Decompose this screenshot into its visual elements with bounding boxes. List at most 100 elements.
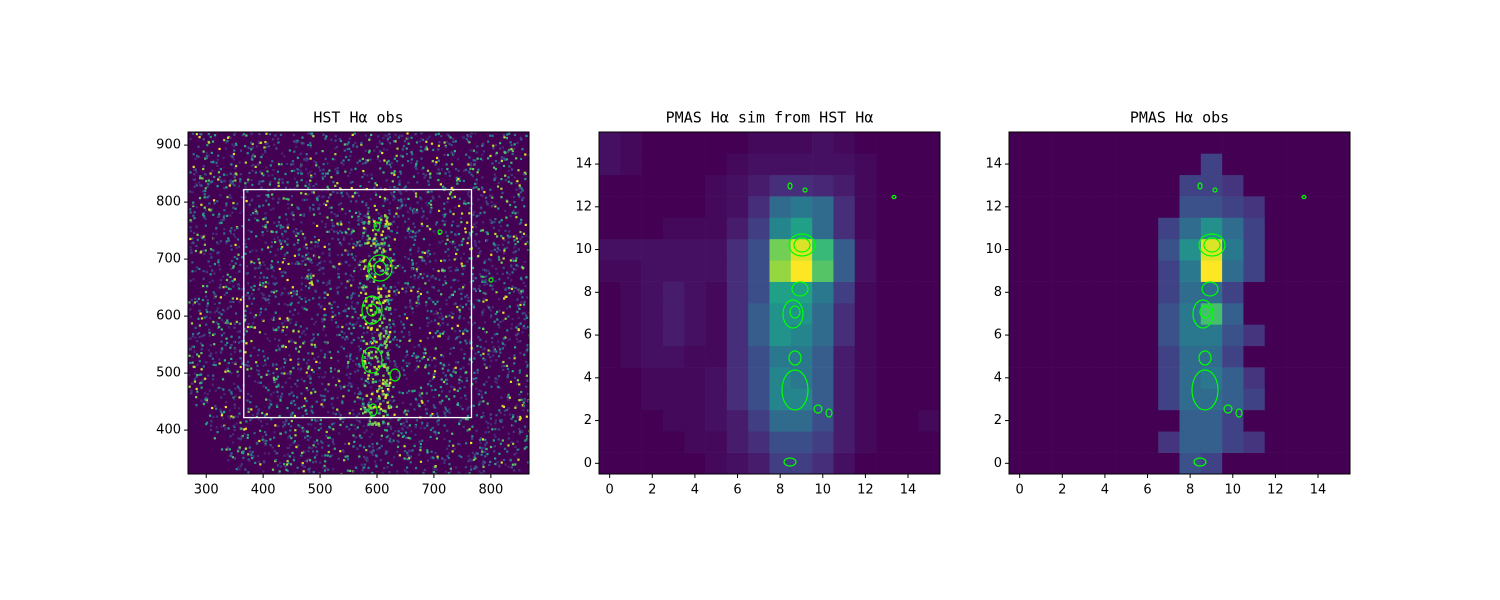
noise-pixel (228, 263, 232, 266)
noise-pixel (472, 186, 476, 189)
noise-pixel (309, 436, 312, 439)
emission-pixel (377, 365, 381, 368)
emission-pixel (382, 334, 386, 338)
noise-pixel (314, 290, 317, 293)
noise-pixel (505, 158, 509, 161)
noise-pixel (294, 291, 297, 294)
noise-pixel (374, 191, 377, 194)
noise-pixel (409, 301, 412, 304)
noise-pixel (508, 396, 511, 399)
noise-pixel (253, 267, 257, 270)
noise-pixel (515, 452, 518, 455)
noise-pixel (292, 394, 295, 397)
noise-pixel (437, 423, 440, 426)
noise-pixel (246, 399, 249, 402)
noise-pixel (396, 450, 399, 453)
noise-pixel (327, 436, 330, 439)
noise-pixel (452, 370, 455, 373)
noise-pixel (322, 466, 325, 469)
heatmap-cell (684, 260, 706, 282)
noise-pixel (260, 180, 263, 183)
noise-pixel (319, 461, 322, 464)
noise-pixel (350, 215, 354, 218)
noise-pixel (457, 158, 460, 161)
emission-pixel (387, 307, 391, 310)
noise-pixel (437, 132, 440, 136)
noise-pixel (473, 357, 476, 360)
noise-pixel (354, 436, 358, 439)
noise-pixel (344, 303, 348, 306)
noise-pixel (458, 387, 462, 390)
noise-pixel (461, 288, 464, 291)
noise-pixel (263, 440, 266, 443)
noise-pixel (417, 247, 420, 250)
noise-pixel (270, 403, 273, 406)
noise-pixel (484, 340, 488, 343)
noise-pixel (287, 292, 290, 295)
noise-pixel (395, 265, 398, 268)
noise-pixel (363, 173, 366, 176)
noise-pixel (230, 267, 233, 270)
noise-pixel (525, 374, 528, 377)
noise-pixel (460, 396, 463, 399)
noise-pixel (461, 417, 465, 420)
noise-pixel (508, 203, 512, 207)
heatmap-cell (1158, 431, 1180, 453)
noise-pixel (371, 450, 374, 453)
noise-pixel (481, 463, 485, 466)
noise-pixel (236, 415, 239, 418)
noise-pixel (371, 414, 375, 417)
noise-pixel (358, 216, 361, 219)
noise-pixel (396, 470, 399, 473)
noise-pixel (389, 229, 392, 232)
noise-pixel (248, 295, 251, 298)
heatmap-cell (705, 452, 728, 475)
noise-pixel (483, 211, 486, 214)
noise-pixel (323, 318, 326, 321)
emission-pixel (365, 394, 369, 397)
heatmap-cell (1307, 452, 1329, 475)
noise-pixel (478, 470, 481, 473)
noise-pixel (199, 312, 202, 315)
noise-pixel (417, 250, 420, 253)
noise-pixel (274, 458, 277, 462)
noise-pixel (357, 392, 360, 396)
noise-pixel (296, 379, 299, 382)
noise-pixel (396, 159, 399, 163)
noise-pixel (478, 438, 482, 442)
noise-pixel (449, 470, 453, 473)
noise-pixel (438, 316, 441, 319)
heatmap-cell (1115, 409, 1138, 432)
noise-pixel (427, 249, 430, 252)
heatmap-cell (918, 260, 941, 282)
noise-pixel (191, 132, 195, 135)
noise-pixel (514, 463, 517, 466)
heatmap-cell (1179, 303, 1202, 325)
noise-pixel (248, 446, 251, 449)
noise-pixel (331, 157, 335, 161)
emission-pixel (380, 386, 383, 390)
x-tick-label: 14 (1310, 483, 1327, 498)
noise-pixel (482, 348, 485, 351)
noise-pixel (378, 195, 382, 198)
noise-pixel (252, 322, 255, 325)
noise-pixel (444, 231, 448, 234)
noise-pixel (301, 213, 304, 216)
noise-pixel (452, 444, 455, 447)
heatmap-cell (833, 303, 856, 325)
noise-pixel (266, 246, 270, 249)
noise-pixel (278, 198, 281, 201)
noise-pixel (225, 240, 228, 243)
noise-pixel (480, 390, 483, 393)
noise-pixel (514, 420, 517, 423)
noise-pixel (267, 369, 270, 373)
noise-pixel (485, 292, 488, 295)
noise-pixel (446, 153, 450, 157)
noise-pixel (247, 407, 250, 410)
noise-pixel (288, 354, 291, 357)
noise-pixel (366, 456, 369, 459)
noise-pixel (467, 170, 470, 173)
heatmap-cell (790, 260, 813, 282)
noise-pixel (303, 245, 306, 248)
